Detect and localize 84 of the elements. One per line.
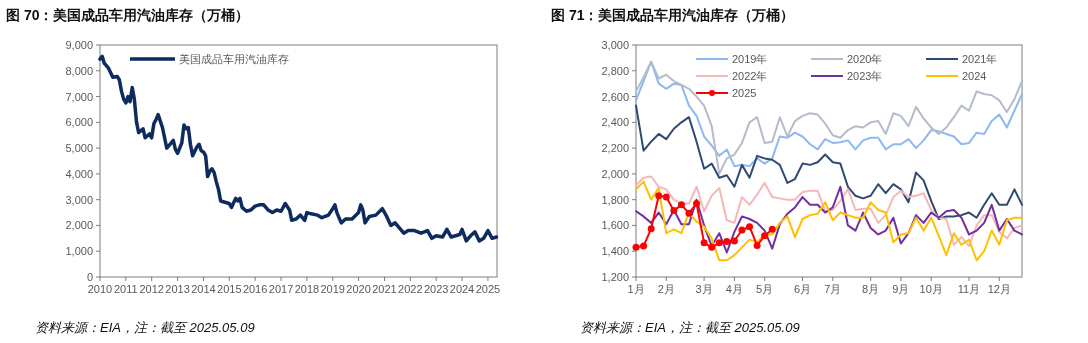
chart-title: 图 71：美国成品车用汽油库存（万桶） [551, 7, 795, 23]
x-tick-label: 2012 [139, 283, 164, 295]
x-tick-label: 7月 [824, 283, 842, 295]
y-tick-label: 1,600 [601, 219, 629, 232]
x-tick-label: 2月 [657, 283, 675, 295]
x-tick-label: 10月 [919, 283, 943, 295]
y-tick-label: 2,800 [601, 64, 629, 77]
legend-label: 2021年 [962, 53, 998, 65]
y-tick-label: 2,200 [601, 142, 629, 155]
point [753, 241, 761, 249]
y-tick-label: 2,400 [601, 116, 629, 129]
y-tick-label: 5,000 [65, 142, 93, 155]
x-tick-label: 2011 [114, 283, 138, 295]
legend-label: 2024 [962, 70, 987, 82]
text: 资料来源：EIA，注：截至 2025.05.09 [580, 320, 800, 335]
point [670, 207, 678, 215]
x-tick-label: 4月 [725, 283, 743, 295]
text: 资料来源：EIA，注：截至 2025.05.09 [35, 320, 255, 335]
x-tick-label: 8月 [862, 283, 880, 295]
legend-label: 2023年 [847, 70, 883, 82]
point [632, 243, 640, 251]
point [708, 243, 716, 251]
point [647, 225, 655, 233]
x-tick-label: 9月 [892, 283, 910, 295]
point [730, 237, 738, 245]
point [761, 232, 769, 240]
point [738, 226, 746, 234]
y-tick-label: 7,000 [65, 90, 93, 103]
point [677, 201, 685, 209]
point [662, 193, 670, 201]
y-tick-label: 3,000 [65, 193, 93, 206]
y-tick-label: 8,000 [65, 64, 93, 77]
x-tick-label: 3月 [695, 283, 713, 295]
line-series [635, 185, 1023, 254]
x-tick-label: 11月 [957, 283, 981, 295]
legend-label: 2019年 [732, 53, 768, 65]
x-tick-label: 2024 [449, 283, 475, 295]
line-series [635, 104, 1023, 220]
x-tick-label: 2021 [372, 283, 397, 295]
x-tick-label: 2018 [294, 283, 320, 295]
y-tick-label: 0 [86, 271, 93, 283]
x-tick-label: 2019 [320, 283, 345, 295]
x-tick-label: 6月 [793, 283, 812, 295]
legend-label: 2025 [732, 87, 757, 99]
y-tick-label: 1,400 [601, 245, 629, 258]
y-tick-label: 1,000 [65, 245, 93, 258]
x-tick-label: 12月 [987, 283, 1011, 295]
line-series [98, 54, 499, 243]
chart-title: 图 70：美国成品车用汽油库存（万桶） [6, 7, 250, 23]
line-series [635, 180, 1023, 262]
x-tick-label: 5月 [756, 283, 774, 295]
y-tick-label: 2,000 [601, 167, 629, 180]
point [768, 225, 776, 233]
x-tick-label: 1月 [627, 283, 645, 295]
x-tick-label: 2022 [398, 283, 423, 295]
y-tick-label: 2,000 [65, 219, 93, 232]
y-tick-label: 2,600 [601, 90, 629, 103]
y-tick-label: 1,800 [601, 193, 629, 206]
point [685, 209, 693, 217]
point [640, 242, 648, 250]
x-tick-label: 2010 [87, 283, 113, 295]
y-tick-label: 9,000 [65, 39, 93, 51]
y-tick-label: 4,000 [65, 167, 93, 180]
point [700, 239, 708, 247]
point [715, 239, 723, 247]
legend-label: 美国成品车用汽油库存 [179, 53, 289, 65]
line-series [635, 175, 1023, 248]
x-tick-label: 2017 [268, 283, 294, 295]
x-tick-label: 2016 [242, 283, 268, 295]
point [655, 192, 663, 200]
y-tick-label: 1,200 [601, 271, 629, 283]
y-tick-label: 3,000 [601, 39, 629, 51]
x-tick-label: 2015 [217, 283, 242, 295]
legend-label: 2022年 [732, 70, 768, 82]
x-tick-label: 2025 [475, 283, 501, 295]
legend-label: 2020年 [847, 53, 883, 65]
x-tick-label: 2014 [191, 283, 216, 295]
point [693, 200, 701, 208]
y-tick-label: 6,000 [65, 116, 93, 129]
x-tick-label: 2020 [346, 283, 371, 295]
point [723, 238, 731, 246]
point [746, 223, 754, 231]
x-tick-label: 2023 [423, 283, 449, 295]
x-tick-label: 2013 [165, 283, 190, 295]
